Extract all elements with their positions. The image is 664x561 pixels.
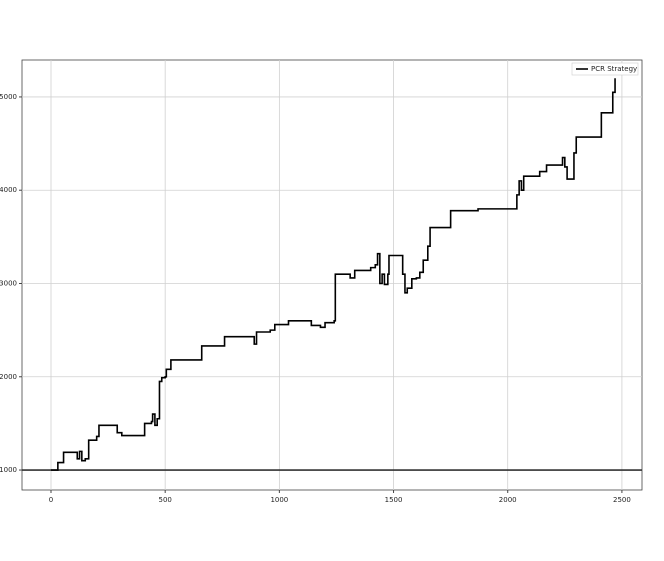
- y-tick-label: 1000: [0, 466, 17, 474]
- y-tick-label: 3000: [0, 279, 17, 287]
- x-tick-label: 500: [158, 496, 171, 504]
- x-tick-label: 2500: [613, 496, 631, 504]
- legend-box: [571, 62, 639, 76]
- x-tick-label: 1000: [270, 496, 288, 504]
- legend-label: PCR Strategy: [591, 65, 637, 73]
- x-tick-label: 2000: [499, 496, 517, 504]
- y-tick-label: 2000: [0, 373, 17, 381]
- y-tick-label: 5000: [0, 93, 17, 101]
- x-tick-label: 1500: [385, 496, 403, 504]
- x-tick-label: 0: [49, 496, 53, 504]
- y-tick-label: 4000: [0, 186, 17, 194]
- data-line: [51, 78, 616, 471]
- plot-frame: [21, 59, 643, 491]
